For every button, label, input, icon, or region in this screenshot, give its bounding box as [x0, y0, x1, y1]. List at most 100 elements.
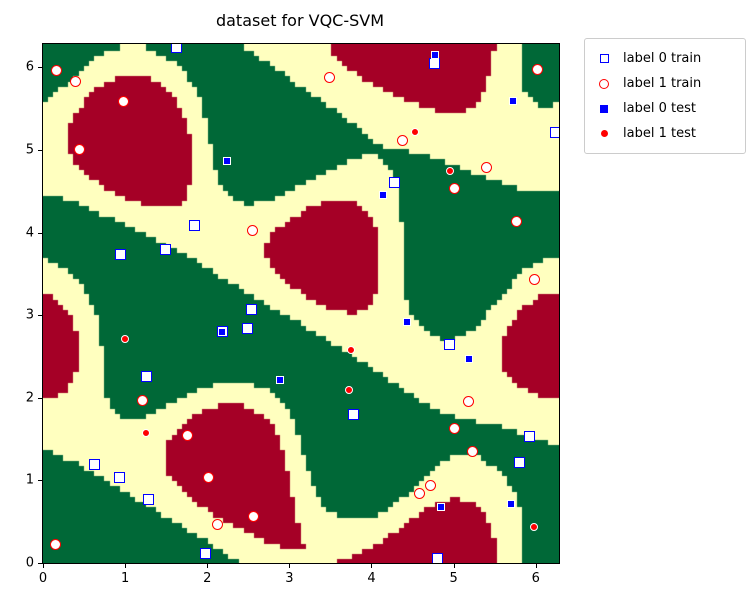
- label-1-train-point: [117, 95, 129, 107]
- label-1-test-point: [445, 166, 454, 175]
- label-0-train-point: [431, 552, 443, 563]
- y-tick-label: 6: [25, 59, 34, 75]
- legend-item-label-0-test: label 0 test: [585, 96, 745, 121]
- legend-marker-box: [585, 54, 623, 63]
- label-0-test-point: [430, 51, 439, 59]
- x-tick-label: 2: [203, 571, 212, 586]
- label-0-test-point: [378, 191, 387, 200]
- label-0-train-point: [246, 303, 258, 315]
- x-tick-mark: [371, 564, 373, 568]
- label-1-train-point: [448, 422, 460, 434]
- label-1-test-point: [121, 335, 130, 344]
- y-tick-label: 0: [25, 555, 34, 571]
- y-tick-mark: [38, 67, 42, 69]
- legend-label: label 0 train: [623, 51, 702, 66]
- label-1-train-point: [247, 511, 259, 523]
- x-tick-mark: [453, 564, 455, 568]
- plot-area: [42, 43, 560, 564]
- label-0-test-point: [402, 317, 411, 326]
- label-1-test-point: [411, 127, 420, 136]
- label-0-train-point: [114, 248, 126, 260]
- label-0-test-point: [222, 156, 231, 165]
- y-tick-label: 1: [25, 472, 34, 488]
- legend-label: label 1 train: [623, 76, 702, 91]
- legend-marker-box: [585, 104, 623, 113]
- legend-label: label 0 test: [623, 101, 696, 116]
- y-tick-mark: [38, 563, 42, 564]
- decision-regions-canvas: [43, 44, 559, 563]
- label-0-train-point: [513, 456, 525, 468]
- label-1-test-point: [346, 345, 355, 354]
- plot-title: dataset for VQC-SVM: [215, 11, 385, 30]
- label-1-train-point: [51, 65, 63, 77]
- label-1-train-point: [182, 430, 194, 442]
- legend-marker-box: [585, 130, 623, 137]
- y-tick-label: 2: [25, 390, 34, 406]
- label-0-train-point: [444, 339, 455, 351]
- label-1-train-point: [414, 488, 426, 500]
- legend-item-label-1-train: label 1 train: [585, 71, 745, 96]
- x-tick-label: 6: [531, 571, 540, 586]
- plot-clip-region: [43, 44, 559, 563]
- label-0-test-point: [276, 376, 285, 385]
- label-0-test-point: [465, 354, 474, 363]
- y-tick-label: 3: [25, 307, 34, 323]
- x-tick-mark: [43, 564, 44, 568]
- label-1-train-point: [246, 224, 258, 236]
- label-0-train-point: [143, 493, 155, 505]
- label-1-train-point: [531, 64, 543, 76]
- label-1-test-point: [142, 429, 151, 438]
- y-tick-mark: [38, 315, 42, 317]
- label-0-train-point: [89, 459, 101, 471]
- label-0-test-point: [507, 499, 516, 508]
- label-0-train-point: [429, 57, 441, 69]
- x-tick-mark: [207, 564, 209, 568]
- label-0-train-point: [113, 471, 125, 483]
- x-tick-label: 0: [38, 571, 48, 586]
- label-1-train-point: [203, 472, 215, 484]
- legend-item-label-1-test: label 1 test: [585, 121, 745, 146]
- label-1-train-point: [448, 183, 460, 195]
- label-0-train-point: [347, 408, 359, 420]
- filled-square-marker-icon: [600, 104, 608, 113]
- label-0-train-point: [549, 127, 559, 139]
- y-tick-mark: [38, 397, 42, 399]
- label-0-test-point: [218, 327, 227, 336]
- x-tick-mark: [125, 564, 127, 568]
- y-tick-mark: [38, 232, 42, 234]
- label-1-train-point: [69, 75, 81, 87]
- label-1-train-point: [74, 143, 86, 155]
- label-0-train-point: [189, 220, 201, 232]
- y-tick-mark: [38, 480, 42, 482]
- label-1-test-point: [530, 522, 539, 531]
- label-0-train-point: [388, 176, 400, 188]
- label-1-train-point: [49, 538, 61, 550]
- legend-label: label 1 test: [623, 126, 696, 141]
- x-tick-mark: [289, 564, 291, 568]
- label-0-test-point: [437, 502, 446, 511]
- label-1-train-point: [528, 274, 540, 286]
- label-0-train-point: [171, 44, 183, 54]
- x-tick-label: 3: [285, 571, 294, 586]
- label-0-train-point: [241, 322, 253, 334]
- y-tick-label: 4: [25, 225, 34, 241]
- open-circle-marker-icon: [599, 78, 609, 89]
- label-0-train-point: [140, 370, 152, 382]
- filled-circle-marker-icon: [600, 130, 608, 137]
- x-tick-label: 5: [449, 571, 458, 586]
- label-0-train-point: [524, 431, 536, 443]
- label-1-train-point: [425, 479, 437, 491]
- label-1-train-point: [480, 161, 492, 173]
- label-1-train-point: [324, 71, 336, 83]
- legend-marker-box: [585, 78, 623, 89]
- label-1-train-point: [511, 216, 523, 228]
- label-1-train-point: [397, 135, 409, 147]
- open-square-marker-icon: [599, 54, 609, 63]
- label-0-test-point: [508, 97, 517, 106]
- label-1-test-point: [344, 386, 353, 395]
- label-0-train-point: [159, 243, 171, 255]
- label-0-train-point: [200, 547, 212, 559]
- x-tick-mark: [535, 564, 537, 568]
- legend-box: label 0 train label 1 train label 0 test…: [584, 38, 746, 154]
